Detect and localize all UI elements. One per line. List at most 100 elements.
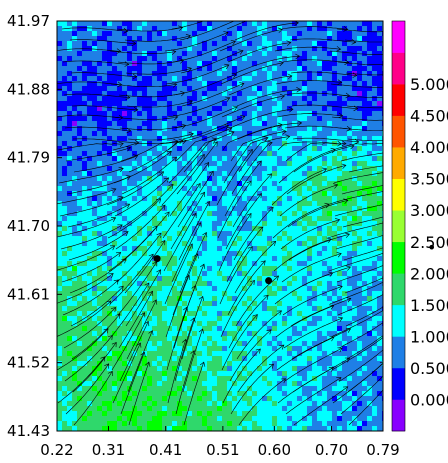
field-cell <box>232 136 238 142</box>
field-cell <box>67 366 73 372</box>
field-cell <box>337 381 343 387</box>
field-cell <box>197 46 203 52</box>
field-cell <box>262 246 268 252</box>
field-cell <box>67 91 73 97</box>
field-cell <box>62 61 68 67</box>
field-cell <box>362 311 368 317</box>
field-cell <box>212 271 218 277</box>
field-cell <box>342 221 348 227</box>
field-cell <box>187 346 193 352</box>
field-cell <box>282 246 288 252</box>
field-cell <box>277 196 283 202</box>
field-cell <box>117 101 123 107</box>
field-cell <box>167 276 173 282</box>
field-cell <box>97 386 103 392</box>
field-cell <box>212 326 218 332</box>
field-cell <box>227 166 233 172</box>
field-cell <box>367 216 373 222</box>
field-cell <box>127 386 133 392</box>
field-cell <box>172 21 178 27</box>
field-cell <box>152 236 158 242</box>
field-cell <box>247 141 253 147</box>
field-cell <box>282 181 288 187</box>
field-cell <box>177 81 183 87</box>
field-cell <box>162 306 168 312</box>
field-cell <box>217 26 223 32</box>
field-cell <box>277 166 283 172</box>
field-cell <box>277 386 283 392</box>
field-cell <box>297 251 303 257</box>
field-cell <box>297 371 303 377</box>
field-cell <box>337 266 343 272</box>
field-cell <box>347 246 353 252</box>
field-cell <box>162 246 168 252</box>
field-cell <box>302 21 308 27</box>
field-cell <box>117 116 123 122</box>
field-cell <box>237 91 243 97</box>
field-cell <box>257 246 263 252</box>
field-cell <box>362 36 368 42</box>
field-cell <box>127 51 133 57</box>
field-cell <box>237 96 243 102</box>
field-cell <box>117 191 123 197</box>
field-cell <box>342 326 348 332</box>
field-cell <box>307 336 313 342</box>
field-cell <box>377 256 383 262</box>
field-cell <box>112 26 118 32</box>
field-cell <box>182 31 188 37</box>
field-cell <box>342 391 348 397</box>
field-cell <box>152 301 158 307</box>
field-cell <box>182 276 188 282</box>
field-cell <box>252 386 258 392</box>
field-cell <box>377 46 383 52</box>
field-cell <box>207 371 213 377</box>
field-cell <box>282 256 288 262</box>
field-cell <box>312 286 318 292</box>
field-cell <box>232 31 238 37</box>
field-cell <box>322 351 328 357</box>
field-cell <box>272 226 278 232</box>
field-cell <box>342 96 348 102</box>
field-cell <box>187 321 193 327</box>
field-cell <box>347 221 353 227</box>
field-cell <box>147 121 153 127</box>
field-cell <box>292 386 298 392</box>
field-cell <box>317 71 323 77</box>
field-cell <box>287 271 293 277</box>
field-cell <box>287 251 293 257</box>
field-cell <box>122 296 128 302</box>
field-cell <box>162 331 168 337</box>
field-cell <box>157 46 163 52</box>
field-cell <box>377 191 383 197</box>
field-cell <box>307 51 313 57</box>
field-cell <box>192 181 198 187</box>
field-cell <box>72 226 78 232</box>
field-cell <box>367 366 373 372</box>
field-cell <box>302 56 308 62</box>
field-cell <box>322 256 328 262</box>
field-cell <box>187 256 193 262</box>
field-cell <box>287 351 293 357</box>
field-cell <box>367 206 373 212</box>
field-cell <box>187 71 193 77</box>
field-cell <box>112 346 118 352</box>
field-cell <box>252 181 258 187</box>
field-cell <box>262 216 268 222</box>
field-cell <box>182 206 188 212</box>
field-cell <box>302 246 308 252</box>
field-cell <box>362 221 368 227</box>
field-cell <box>292 301 298 307</box>
field-cell <box>77 96 83 102</box>
field-cell <box>57 281 63 287</box>
field-cell <box>57 226 63 232</box>
field-cell <box>347 316 353 322</box>
field-cell <box>112 71 118 77</box>
field-cell <box>377 186 383 192</box>
field-cell <box>287 151 293 157</box>
field-cell <box>102 181 108 187</box>
field-cell <box>107 111 113 117</box>
field-cell <box>107 241 113 247</box>
field-cell <box>342 336 348 342</box>
field-cell <box>97 316 103 322</box>
field-cell <box>57 71 63 77</box>
